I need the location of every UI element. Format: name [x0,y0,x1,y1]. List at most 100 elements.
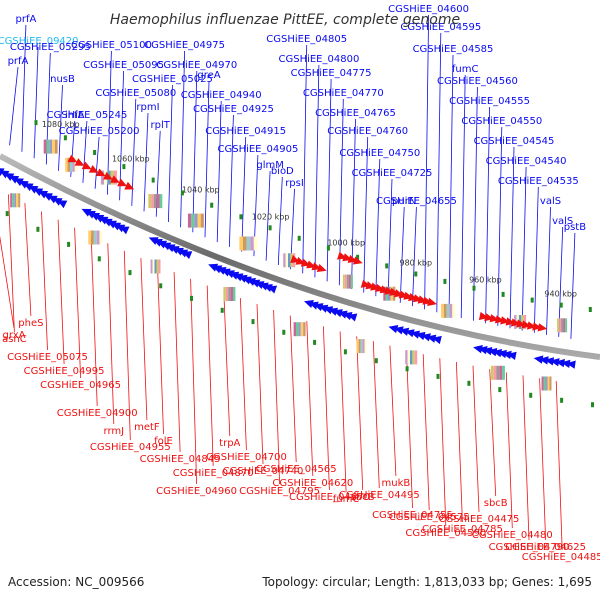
gene-label-cgshiee-04915-19[interactable]: CGSHiEE_04915 [205,126,286,137]
gene-label-cgshiee-04625-33[interactable]: CGSHiEE_04625 [505,542,586,553]
gene-label-cgshiee-04740-16[interactable]: CGSHiEE_04740 [223,466,304,477]
gene-label-rrmj-7[interactable]: rrmJ [104,426,125,437]
gene-label-cgshiee-04870-13[interactable]: CGSHiEE_04870 [173,468,254,479]
gene-label-cgshiee-04785-28[interactable]: CGSHiEE_04785 [422,524,503,535]
gene-label-grxa-0[interactable]: grxA [3,330,26,341]
gene-label-fole-10[interactable]: folE [154,436,173,447]
gene-label-mukb-24[interactable]: mukB [382,478,411,489]
gene-label-cgshiee-04925-18[interactable]: CGSHiEE_04925 [193,104,274,115]
rna-marker-14-b [436,373,440,379]
gene-label-cgshiee-04845-11[interactable]: CGSHiEE_04845 [140,454,221,465]
gene-label-cgshiee-05245-6[interactable]: CGSHiEE_05245 [46,110,127,121]
gene-label-cgshiee-04995-4[interactable]: CGSHiEE_04995 [24,366,105,377]
cog-block-5-1 [243,236,247,251]
gene-label-cgshiee-05200-7[interactable]: CGSHiEE_05200 [59,126,140,137]
gene-label-cgshiee-04545-41[interactable]: CGSHiEE_04545 [474,136,555,147]
gene-label-ihfa-5[interactable]: ihfA [65,110,85,121]
gene-label-vals-45[interactable]: valS [552,216,573,227]
gene-label-cgshiee-04750-30[interactable]: CGSHiEE_04750 [339,148,420,159]
gene-label-cgshiee-04760-29[interactable]: CGSHiEE_04760 [327,126,408,137]
gene-label-cgshiee-04595-35[interactable]: CGSHiEE_04595 [400,22,481,33]
gene-label-cgshiee-04655-33[interactable]: CGSHiEE_04655 [376,196,457,207]
gene-label-cgshiee-04495-23[interactable]: CGSHiEE_04495 [339,490,420,501]
gene-label-cgshiee-04905-20[interactable]: CGSHiEE_04905 [217,144,298,155]
connector-cgshiee-04555-39 [485,106,490,324]
gene-label-prfa-0[interactable]: prfA [8,56,29,67]
connector-cgshiee-04535-43 [533,186,539,333]
gene-label-cgshiee-05295-3[interactable]: CGSHiEE_05295 [10,42,91,53]
gene-label-fumc-21[interactable]: fumC [333,494,360,505]
gene-label-cgshiee-04795-17[interactable]: CGSHiEE_04795 [239,486,320,497]
gene-label-cgshiee-04805-24[interactable]: CGSHiEE_04805 [266,34,347,45]
gene-label-cgshiee-04975-14[interactable]: CGSHiEE_04975 [144,40,225,51]
gene-label-phes-2[interactable]: pheS [18,318,43,329]
rna-marker-11-b [343,349,347,355]
gene-label-cgshiee-04965-5[interactable]: CGSHiEE_04965 [40,380,121,391]
gene-label-cgshiee-04900-6[interactable]: CGSHiEE_04900 [57,408,138,419]
gene-label-cgshiee-05075-3[interactable]: CGSHiEE_05075 [7,352,88,363]
cog-block-11-4 [565,318,568,333]
gene-label-cgshiee-04940-17[interactable]: CGSHiEE_04940 [181,90,262,101]
gene-label-cgshiee-04775-26[interactable]: CGSHiEE_04775 [291,68,372,79]
gene-label-cgshiee-04575-26[interactable]: CGSHiEE_04575 [389,512,470,523]
gene-label-cgshiee-04485-34[interactable]: CGSHiEE_04485 [522,552,600,563]
gene-label-cgshiee-04550-40[interactable]: CGSHiEE_04550 [461,116,542,127]
gene-label-sbcb-30[interactable]: sbcB [484,498,508,509]
gene-label-biod-22[interactable]: bioD [271,166,294,177]
gene-label-cgshiee-04770-27[interactable]: CGSHiEE_04770 [303,88,384,99]
gene-label-cgshiee-05025-13[interactable]: CGSHiEE_05025 [132,74,213,85]
connector-cgshiee-04960-12 [190,278,197,485]
reverse-gene-arrow-19 [98,216,109,225]
reverse-gene-arrow-38 [225,270,235,279]
gene-label-cgshiee-04535-43[interactable]: CGSHiEE_04535 [498,176,579,187]
gene-label-vals-44[interactable]: valS [540,196,561,207]
gene-label-cgshiee-04590-27[interactable]: CGSHiEE_04590 [405,528,486,539]
connector-cgshiee-04805-24 [302,44,308,274]
gene-label-cgshiee-05100-8[interactable]: CGSHiEE_05100 [71,40,152,51]
gene-label-asnc-1[interactable]: asnC [2,334,27,345]
gene-label-cgshiee-04765-28[interactable]: CGSHiEE_04765 [315,108,396,119]
gene-label-cgshiee-04970-15[interactable]: CGSHiEE_04970 [156,60,237,71]
gene-label-cgshiee-04540-42[interactable]: CGSHiEE_04540 [486,156,567,167]
gene-label-cgshiee-04555-39[interactable]: CGSHiEE_04555 [449,96,530,107]
gene-label-cgshiee-09420-2[interactable]: CGSHiEE_09420 [0,36,79,47]
reverse-gene-arrow-15 [81,208,92,217]
gene-label-cgshiee-04755-25[interactable]: CGSHiEE_04755 [372,510,453,521]
connector-cgshiee-04740-16 [256,304,264,465]
gene-label-rpsi-23[interactable]: rpsI [285,178,304,189]
reverse-gene-arrow-22 [111,222,122,231]
gene-label-cgshiee-04670-20[interactable]: CGSHiEE_04670 [289,492,370,503]
connector-cgshiee-04955-8 [123,250,131,441]
connector-cgshiee-04560-38 [473,86,478,321]
gene-label-cgshiee-04560-38[interactable]: CGSHiEE_04560 [437,76,518,87]
gene-label-purn-32[interactable]: purN [392,196,416,207]
gene-label-cgshiee-05080-10[interactable]: CGSHiEE_05080 [95,88,176,99]
gene-label-cgshiee-04700-15[interactable]: CGSHiEE_04700 [206,452,287,463]
gene-label-cgshiee-05095-9[interactable]: CGSHiEE_05095 [83,60,164,71]
gene-label-cgshiee-04955-8[interactable]: CGSHiEE_04955 [90,442,171,453]
gene-label-rpmi-11[interactable]: rpmI [136,102,159,113]
gene-label-cgshiee-04800-25[interactable]: CGSHiEE_04800 [278,54,359,65]
gene-label-cgshiee-04475-29[interactable]: CGSHiEE_04475 [439,514,520,525]
rna-marker-5-a [180,190,184,196]
cog-block-16-4 [303,322,306,337]
gene-label-cgshiee-04960-12[interactable]: CGSHiEE_04960 [156,486,237,497]
gene-label-glmm-21[interactable]: glmM [256,160,284,171]
gene-label-cgshiee-04620-19[interactable]: CGSHiEE_04620 [272,478,353,489]
gene-label-rplt-12[interactable]: rplT [151,120,171,131]
gene-label-cgshiee-04585-36[interactable]: CGSHiEE_04585 [413,44,494,55]
gene-label-fumc-37[interactable]: fumC [452,64,479,75]
gene-label-pstb-46[interactable]: pstB [564,222,586,233]
gene-label-grea-16[interactable]: greA [197,70,220,81]
gene-label-cgshiee-04790-32[interactable]: CGSHiEE_04790 [489,542,570,553]
gene-label-trpa-14[interactable]: trpA [219,438,240,449]
gene-label-sbcb-22[interactable]: sbcB [351,492,375,503]
gene-label-cgshiee-04725-31[interactable]: CGSHiEE_04725 [352,168,433,179]
gene-label-cgshiee-04600-34[interactable]: CGSHiEE_04600 [388,4,469,15]
gene-label-prfa-1[interactable]: prfA [15,14,36,25]
reverse-gene-arrow-78 [544,357,555,366]
gene-label-nusb-4[interactable]: nusB [50,74,75,85]
gene-label-cgshiee-04480-31[interactable]: CGSHiEE_04480 [472,530,553,541]
gene-label-metf-9[interactable]: metF [134,422,160,433]
gene-label-cgshiee-04565-18[interactable]: CGSHiEE_04565 [256,464,337,475]
